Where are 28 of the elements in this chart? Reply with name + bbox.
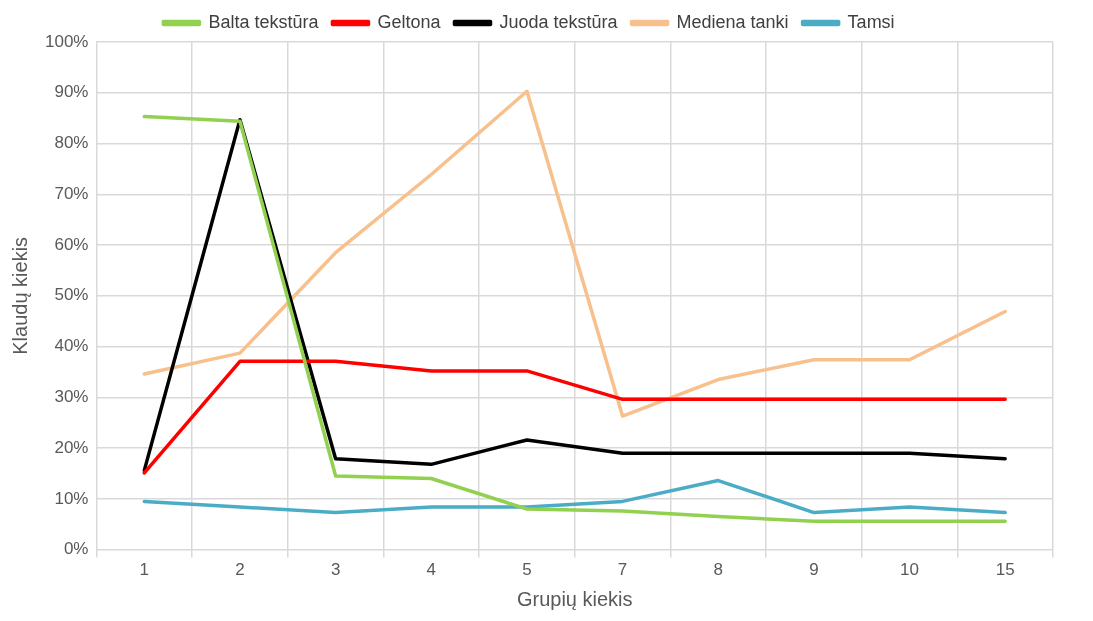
y-tick-label: 90% <box>54 82 89 102</box>
y-tick-label: 20% <box>54 437 89 457</box>
y-axis-title: Klaudų kiekis <box>8 236 31 355</box>
x-tick-label: 10 <box>900 560 919 580</box>
y-tick-label: 60% <box>54 234 89 254</box>
x-axis-title: Grupių kiekis <box>516 587 633 610</box>
y-tick-label: 100% <box>45 31 89 51</box>
x-tick-label: 9 <box>809 560 819 580</box>
legend-label: Tamsi <box>847 11 895 32</box>
legend-label: Mediena tanki <box>676 11 789 32</box>
y-tick-label: 30% <box>54 387 89 407</box>
x-tick-label: 7 <box>617 560 628 580</box>
x-tick-label: 1 <box>139 560 150 580</box>
y-tick-label: 0% <box>63 539 89 559</box>
y-tick-label: 10% <box>54 488 89 508</box>
y-tick-label: 40% <box>54 336 89 356</box>
x-tick-label: 8 <box>713 560 723 580</box>
x-tick-label: 15 <box>995 560 1015 580</box>
y-tick-label: 70% <box>54 183 89 203</box>
legend-label: Juoda tekstūra <box>499 11 619 32</box>
x-tick-label: 4 <box>426 560 436 580</box>
x-tick-label: 2 <box>235 560 245 580</box>
y-tick-label: 50% <box>54 285 89 305</box>
legend-label: Balta tekstūra <box>208 11 320 32</box>
x-tick-label: 5 <box>522 560 532 580</box>
legend-label: Geltona <box>377 11 442 32</box>
x-tick-label: 3 <box>330 560 341 580</box>
y-tick-label: 80% <box>54 133 89 153</box>
